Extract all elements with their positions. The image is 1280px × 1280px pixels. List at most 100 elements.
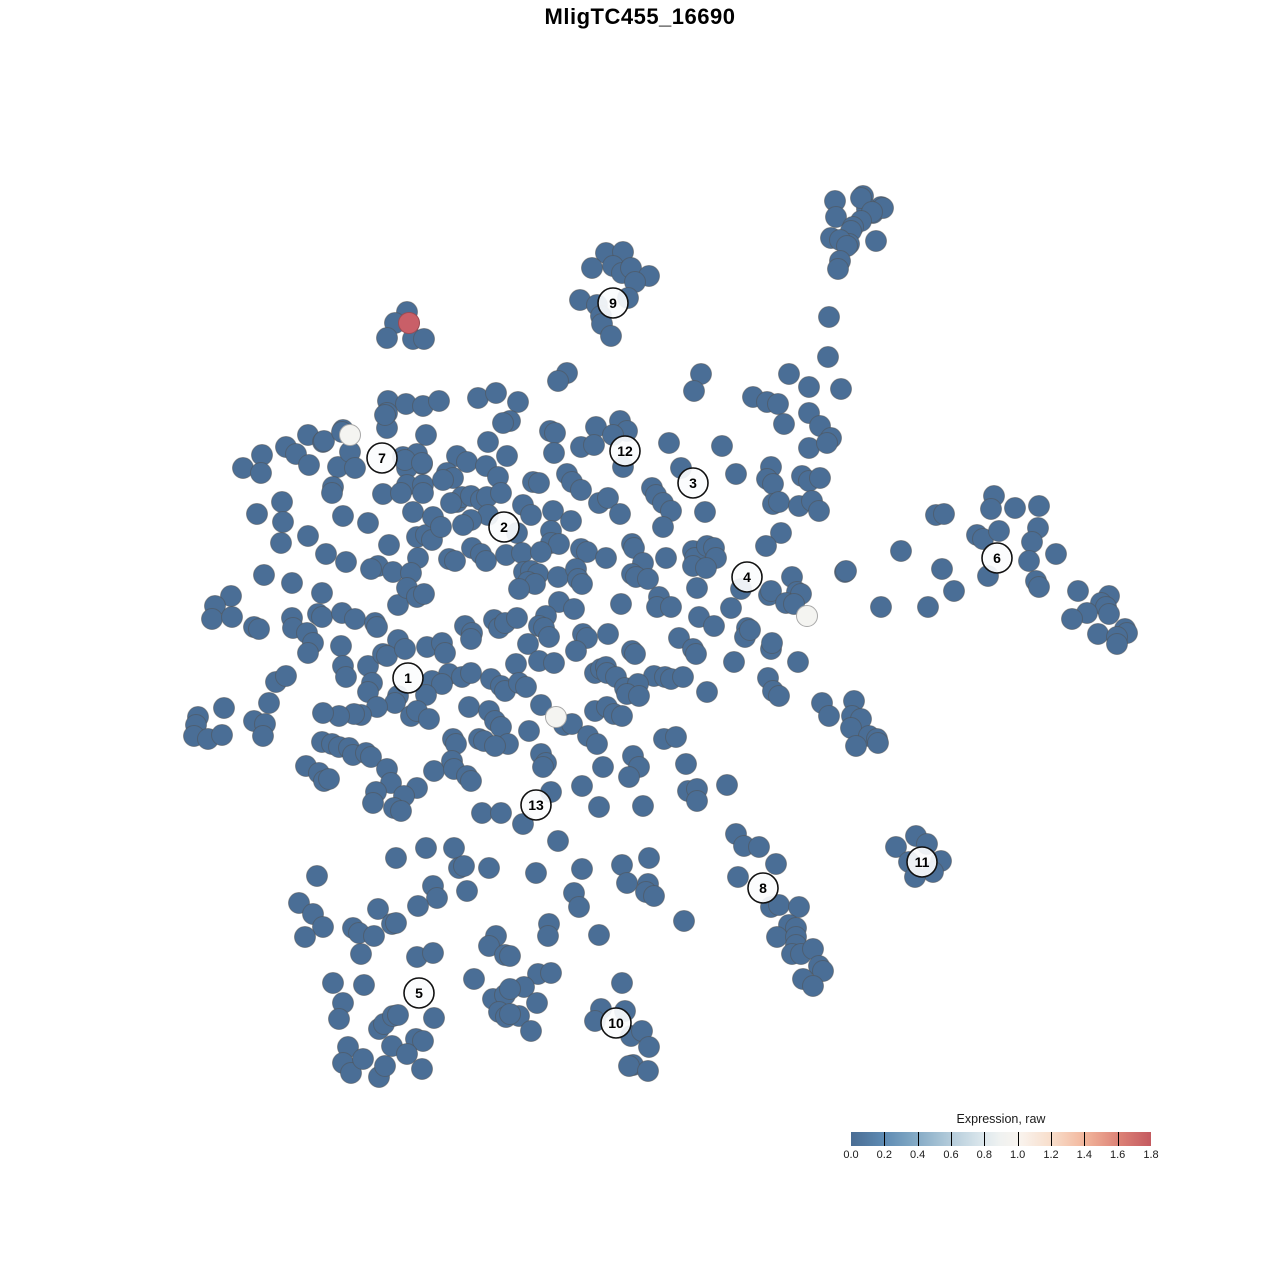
- data-point: [258, 692, 280, 714]
- cluster-label-text: 11: [915, 854, 930, 870]
- legend-tick-mark: [1051, 1132, 1052, 1146]
- cluster-label-text: 12: [617, 443, 633, 459]
- legend-title: Expression, raw: [956, 1112, 1046, 1126]
- data-point: [1067, 580, 1089, 602]
- data-point: [563, 598, 585, 620]
- cluster-label-text: 1: [404, 670, 412, 686]
- data-point: [366, 616, 388, 638]
- data-point: [543, 442, 565, 464]
- data-point: [683, 380, 705, 402]
- data-point: [463, 968, 485, 990]
- data-point: [312, 916, 334, 938]
- data-point: [571, 775, 593, 797]
- data-point: [306, 865, 328, 887]
- data-point: [432, 469, 454, 491]
- legend-tick-mark: [984, 1132, 986, 1146]
- data-point: [816, 432, 838, 454]
- data-point: [374, 1055, 396, 1077]
- data-point: [518, 720, 540, 742]
- data-point: [313, 430, 335, 452]
- cluster-label-8: 8: [747, 872, 779, 904]
- data-point: [344, 457, 366, 479]
- data-point: [652, 516, 674, 538]
- data-point: [611, 705, 633, 727]
- data-point: [344, 608, 366, 630]
- legend-tick-label: 1.2: [1043, 1149, 1059, 1161]
- data-point: [272, 511, 294, 533]
- data-point: [980, 498, 1002, 520]
- data-point: [402, 501, 424, 523]
- cluster-label-text: 4: [743, 569, 751, 585]
- legend-tick-mark: [951, 1132, 952, 1146]
- data-point: [505, 653, 527, 675]
- cluster-label-text: 7: [378, 450, 386, 466]
- cluster-label-text: 3: [689, 475, 697, 491]
- data-point: [885, 836, 907, 858]
- legend-tick-mark: [917, 1132, 919, 1146]
- legend-tick-label: 1.8: [1143, 1149, 1159, 1161]
- data-point: [275, 665, 297, 687]
- data-point: [460, 770, 482, 792]
- data-point: [250, 462, 272, 484]
- data-point: [583, 434, 605, 456]
- legend-tick-label: 0.0: [843, 1149, 859, 1161]
- data-point: [412, 482, 434, 504]
- data-point: [294, 926, 316, 948]
- data-point: [766, 926, 788, 948]
- data-point: [845, 735, 867, 757]
- data-point: [418, 708, 440, 730]
- data-point: [248, 618, 270, 640]
- legend-tick-label: 1.4: [1076, 1149, 1092, 1161]
- data-point: [600, 325, 622, 347]
- data-point: [339, 424, 361, 446]
- data-point: [1028, 495, 1050, 517]
- data-point: [430, 516, 452, 538]
- data-point: [322, 972, 344, 994]
- data-point: [415, 424, 437, 446]
- legend-tick-label: 1.0: [1010, 1149, 1026, 1161]
- data-point: [315, 543, 337, 565]
- data-point: [499, 978, 521, 1000]
- data-point: [638, 847, 660, 869]
- data-point: [499, 945, 521, 967]
- data-point: [809, 467, 831, 489]
- data-point: [748, 836, 770, 858]
- data-point: [453, 855, 475, 877]
- data-point: [396, 1043, 418, 1065]
- data-point: [411, 452, 433, 474]
- data-point: [609, 503, 631, 525]
- data-point: [817, 346, 839, 368]
- data-point: [544, 422, 566, 444]
- data-point: [444, 550, 466, 572]
- data-point: [452, 514, 474, 536]
- data-point: [328, 1008, 350, 1030]
- data-point: [581, 257, 603, 279]
- legend-tick-label: 0.2: [876, 1149, 892, 1161]
- legend-tick-label: 1.6: [1110, 1149, 1126, 1161]
- data-point: [471, 802, 493, 824]
- data-point: [530, 694, 552, 716]
- cluster-label-12: 12: [609, 435, 641, 467]
- data-point: [460, 662, 482, 684]
- data-point: [628, 685, 650, 707]
- data-point: [545, 706, 567, 728]
- data-point: [496, 445, 518, 467]
- data-point: [565, 640, 587, 662]
- data-point: [221, 606, 243, 628]
- data-point: [1087, 623, 1109, 645]
- cluster-label-3: 3: [677, 467, 709, 499]
- data-point: [760, 580, 782, 602]
- data-point: [917, 596, 939, 618]
- data-point: [637, 1060, 659, 1082]
- data-point: [398, 312, 420, 334]
- data-point: [340, 1062, 362, 1084]
- data-point: [616, 872, 638, 894]
- data-point: [517, 633, 539, 655]
- data-point: [350, 943, 372, 965]
- data-point: [360, 558, 382, 580]
- cluster-label-5: 5: [403, 977, 435, 1009]
- legend-colorbar: [851, 1132, 1151, 1146]
- data-point: [720, 597, 742, 619]
- data-point: [716, 774, 738, 796]
- cluster-label-text: 9: [609, 295, 617, 311]
